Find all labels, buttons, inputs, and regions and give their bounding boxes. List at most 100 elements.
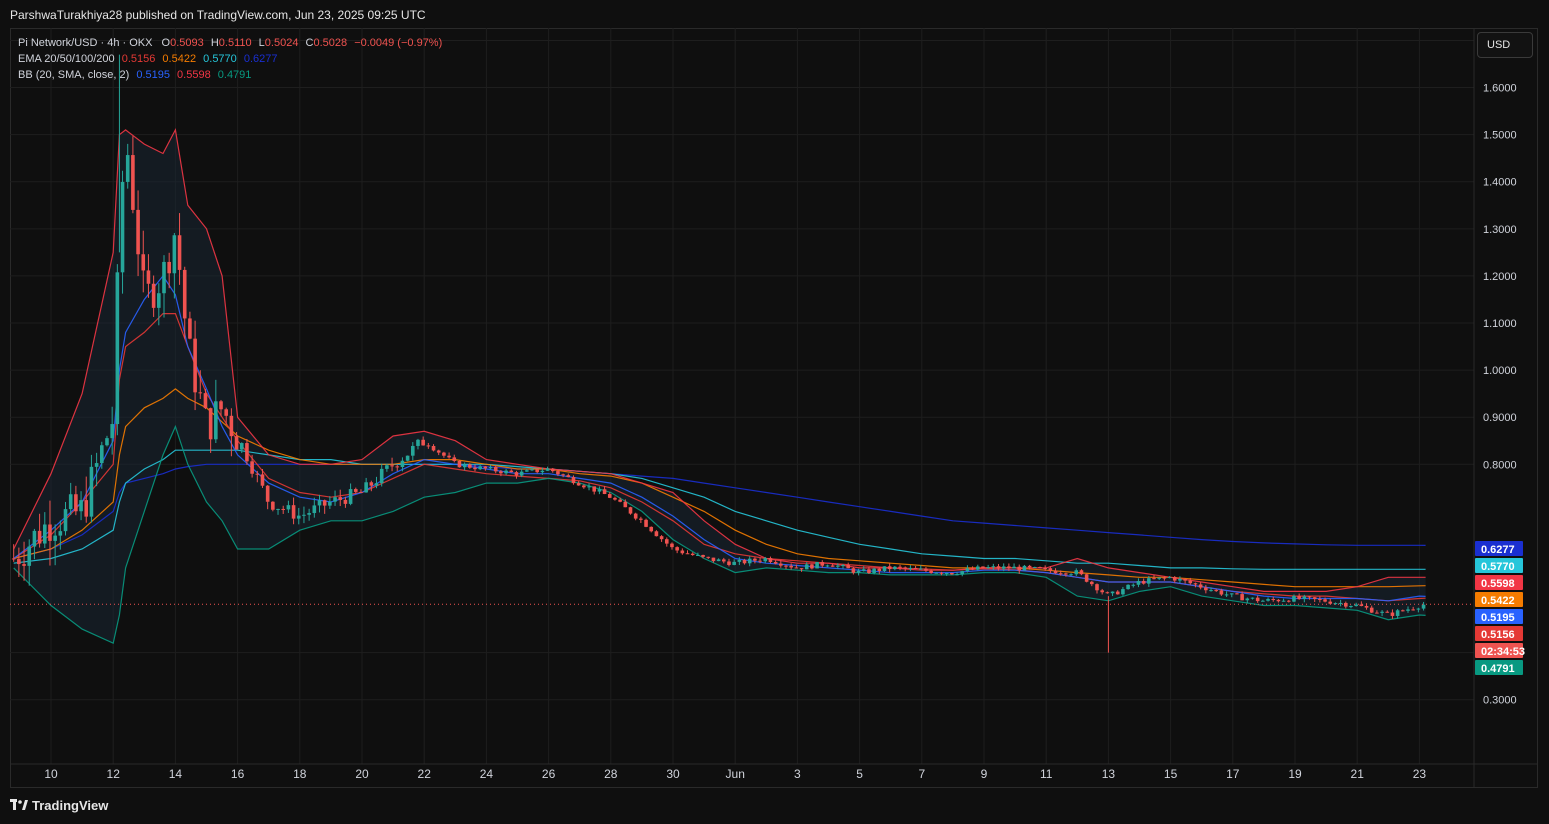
x-tick-label: 23 xyxy=(1413,767,1427,781)
candle-body xyxy=(1380,611,1384,613)
candle-body xyxy=(1390,612,1395,616)
candle-body xyxy=(836,565,840,567)
y-tick-label: 1.0000 xyxy=(1483,365,1517,377)
candle-body xyxy=(1105,592,1110,594)
price-label-box xyxy=(1475,609,1523,624)
symbol-row[interactable]: Pi Network/USD · 4h · OKX O0.5093 H0.511… xyxy=(18,35,442,51)
candle-body xyxy=(447,455,451,458)
candle-body xyxy=(333,497,337,502)
candle-body xyxy=(390,465,394,467)
ohlc-change: −0.0049 (−0.97%) xyxy=(354,37,443,49)
candle-body xyxy=(893,566,897,570)
candle-body xyxy=(1307,596,1312,598)
candle-body xyxy=(670,543,674,548)
candle-body xyxy=(877,568,882,572)
candle-body xyxy=(659,536,664,540)
candle-body xyxy=(1147,578,1151,584)
price-label-box xyxy=(1475,575,1523,590)
tradingview-logo-text: TradingView xyxy=(32,798,109,813)
candle-body xyxy=(602,489,607,495)
candle-body xyxy=(219,401,223,410)
price-label: 0.5422 xyxy=(1481,595,1515,607)
ema-label[interactable]: EMA 20/50/100/200 xyxy=(18,53,115,65)
candle-body xyxy=(250,461,254,474)
candle-body xyxy=(1209,590,1213,592)
ema-row[interactable]: EMA 20/50/100/200 0.5156 0.5422 0.5770 0… xyxy=(18,51,442,67)
candle-body xyxy=(618,499,622,502)
candle-body xyxy=(975,566,980,570)
candle-body xyxy=(664,539,669,544)
candle-body xyxy=(1292,595,1296,602)
candle-body xyxy=(794,567,799,569)
currency-button[interactable]: USD xyxy=(1477,32,1533,58)
candle-body xyxy=(711,557,716,562)
x-tick-label: 3 xyxy=(794,767,801,781)
y-tick-label: 1.2000 xyxy=(1483,271,1517,283)
candle-body xyxy=(576,483,581,486)
candle-body xyxy=(1302,596,1307,599)
candle-body xyxy=(1110,591,1115,594)
x-tick-label: 14 xyxy=(169,767,183,781)
candle-body xyxy=(1126,584,1130,590)
ohlc-open: O0.5093 xyxy=(161,37,204,49)
candle-body xyxy=(312,505,317,514)
candle-body xyxy=(504,470,508,474)
candle-body xyxy=(1271,599,1276,601)
candle-body xyxy=(1001,566,1006,569)
candle-body xyxy=(431,445,436,451)
candle-body xyxy=(1235,593,1239,595)
candle-body xyxy=(1359,604,1364,606)
candle-body xyxy=(291,505,296,519)
candle-body xyxy=(374,483,379,486)
bb-upper-value: 0.5598 xyxy=(177,69,211,81)
candle-body xyxy=(556,471,560,475)
candle-body xyxy=(773,562,778,564)
candle-body xyxy=(457,460,462,468)
candle-body xyxy=(48,524,52,541)
candle-body xyxy=(276,508,280,510)
ema50-value: 0.5422 xyxy=(162,53,197,65)
chart-panel[interactable] xyxy=(10,28,1538,788)
y-tick-label: 1.4000 xyxy=(1483,177,1517,189)
candle-body xyxy=(1312,597,1317,599)
candle-body xyxy=(1214,590,1219,592)
candle-body xyxy=(592,486,597,492)
candle-body xyxy=(1121,589,1125,595)
ohlc-low: L0.5024 xyxy=(258,37,299,49)
candle-body xyxy=(701,554,705,557)
candle-body xyxy=(79,500,83,512)
candle-body xyxy=(970,568,975,570)
bb-row[interactable]: BB (20, SMA, close, 2) 0.5195 0.5598 0.4… xyxy=(18,67,442,83)
candle-body xyxy=(716,559,721,562)
candle-body xyxy=(856,570,861,573)
candle-body xyxy=(1375,612,1379,614)
tradingview-logo[interactable]: TradingView xyxy=(10,798,108,813)
candle-body xyxy=(1027,565,1032,568)
candle-body xyxy=(84,500,89,517)
x-tick-label: 7 xyxy=(918,767,925,781)
x-tick-label: 12 xyxy=(107,767,121,781)
price-label: 02:34:53 xyxy=(1481,646,1525,658)
candle-body xyxy=(1193,583,1198,585)
candle-body xyxy=(110,424,114,439)
candle-body xyxy=(1333,603,1338,605)
candle-body xyxy=(815,562,819,569)
candle-body xyxy=(1157,577,1161,579)
candle-body xyxy=(545,468,550,471)
published-text: ParshwaTurakhiya28 published on TradingV… xyxy=(10,8,426,22)
candle-body xyxy=(898,566,902,568)
tradingview-logo-icon xyxy=(10,799,28,810)
ohlc-high: H0.5110 xyxy=(210,37,252,49)
candle-body xyxy=(1229,593,1234,595)
x-tick-label: 26 xyxy=(542,767,556,781)
candle-body xyxy=(353,489,358,492)
candle-body xyxy=(1245,598,1250,601)
bb-label[interactable]: BB (20, SMA, close, 2) xyxy=(18,69,130,81)
candle-body xyxy=(260,474,265,486)
candle-body xyxy=(151,283,156,308)
candle-body xyxy=(1219,590,1224,595)
candle-body xyxy=(1338,602,1343,604)
candle-body xyxy=(1115,591,1120,595)
symbol-label[interactable]: Pi Network/USD · 4h · OKX xyxy=(18,37,153,49)
